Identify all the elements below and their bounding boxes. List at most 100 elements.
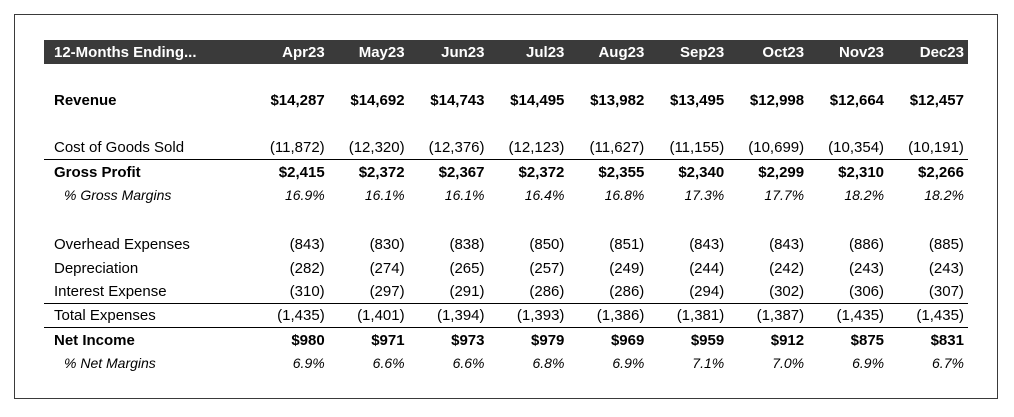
cell: (286) (609, 283, 645, 300)
cell: (1,435) (916, 307, 964, 324)
cell: $13,982 (590, 91, 645, 109)
cell: $14,287 (270, 91, 325, 109)
cell: 18.2% (924, 187, 964, 203)
row-label: Total Expenses (54, 307, 156, 324)
gross-profit-row: Gross Profit $2,415 $2,372 $2,367 $2,372… (44, 160, 968, 184)
cell: (1,394) (436, 307, 485, 324)
cell: $2,340 (678, 163, 725, 181)
cell: (11,872) (269, 139, 325, 156)
cell: 6.9% (852, 355, 885, 371)
cell: $875 (850, 331, 885, 349)
cell: $2,372 (358, 163, 405, 181)
cell: (12,320) (348, 139, 405, 156)
cell: (265) (449, 259, 485, 277)
cell: 16.1% (444, 187, 485, 203)
header-month: May23 (358, 43, 405, 61)
cell: 6.6% (372, 355, 405, 371)
cell: $969 (610, 331, 645, 349)
revenue-row: Revenue $14,287 $14,692 $14,743 $14,495 … (44, 88, 968, 112)
cell: 6.7% (932, 355, 964, 371)
row-label: % Gross Margins (64, 187, 172, 203)
header-month: Apr23 (282, 43, 325, 61)
cell: (243) (849, 259, 885, 277)
cell: $912 (770, 331, 805, 349)
header-month: Jul23 (526, 43, 565, 61)
overhead-row: Overhead Expenses (843) (830) (838) (850… (44, 232, 968, 256)
row-label: Interest Expense (54, 283, 167, 300)
cell: (306) (849, 283, 885, 300)
row-label: Depreciation (54, 259, 139, 277)
cell: (843) (689, 235, 725, 253)
header-month: Jun23 (441, 43, 485, 61)
cell: (307) (928, 283, 964, 300)
cell: 17.7% (764, 187, 805, 203)
header-month: Dec23 (919, 43, 964, 61)
cell: $14,692 (350, 91, 405, 109)
cell: $2,355 (598, 163, 645, 181)
cell: $12,664 (829, 91, 885, 109)
cell: 7.1% (692, 355, 725, 371)
cell: $971 (371, 331, 405, 349)
cell: 6.9% (612, 355, 645, 371)
cell: $831 (930, 331, 964, 349)
cell: (1,435) (836, 307, 885, 324)
cell: (1,386) (596, 307, 645, 324)
cell: $14,743 (430, 91, 485, 109)
cell: (1,393) (516, 307, 565, 324)
cell: (12,376) (428, 139, 485, 156)
interest-row: Interest Expense (310) (297) (291) (286)… (44, 280, 968, 304)
header-month: Aug23 (598, 43, 645, 61)
cell: (310) (289, 283, 325, 300)
cell: (10,699) (748, 139, 805, 156)
cell: (302) (769, 283, 805, 300)
cogs-row: Cost of Goods Sold (11,872) (12,320) (12… (44, 136, 968, 160)
row-label: Revenue (54, 91, 117, 109)
income-statement-table: 12-Months Ending... Apr23 May23 Jun23 Ju… (44, 40, 968, 374)
cell: (10,354) (828, 139, 885, 156)
cell: $979 (531, 331, 565, 349)
gross-margin-row: % Gross Margins 16.9% 16.1% 16.1% 16.4% … (44, 184, 968, 206)
cell: (885) (928, 235, 964, 253)
cell: (1,435) (277, 307, 325, 324)
cell: 16.4% (524, 187, 565, 203)
cell: (294) (689, 283, 725, 300)
header-month: Oct23 (762, 43, 805, 61)
cell: $2,299 (758, 163, 805, 181)
cell: (1,387) (756, 307, 805, 324)
cell: (850) (529, 235, 565, 253)
cell: $2,310 (838, 163, 885, 181)
header-month: Sep23 (680, 43, 725, 61)
row-label: % Net Margins (64, 355, 156, 371)
cell: $13,495 (669, 91, 725, 109)
row-label: Overhead Expenses (54, 235, 190, 253)
depreciation-row: Depreciation (282) (274) (265) (257) (24… (44, 256, 968, 280)
cell: $973 (451, 331, 485, 349)
cell: (274) (369, 259, 405, 277)
cell: 17.3% (684, 187, 725, 203)
cell: (257) (529, 259, 565, 277)
cell: (286) (529, 283, 565, 300)
table-frame (14, 14, 998, 399)
cell: $14,495 (510, 91, 565, 109)
cell: 6.6% (452, 355, 485, 371)
net-income-row: Net Income $980 $971 $973 $979 $969 $959… (44, 328, 968, 352)
cell: (830) (369, 235, 405, 253)
cell: (249) (609, 259, 645, 277)
cell: $2,266 (918, 163, 964, 181)
cell: (242) (769, 259, 805, 277)
cell: $12,457 (909, 91, 964, 109)
cell: (11,627) (589, 139, 645, 156)
cell: (291) (449, 283, 485, 300)
cell: (886) (849, 235, 885, 253)
cell: (843) (769, 235, 805, 253)
cell: (12,123) (508, 139, 565, 156)
cell: (843) (289, 235, 325, 253)
row-label: Gross Profit (54, 163, 141, 181)
cell: 18.2% (844, 187, 885, 203)
cell: 16.1% (364, 187, 405, 203)
cell: (243) (928, 259, 964, 277)
cell: (10,191) (908, 139, 964, 156)
cell: 6.9% (292, 355, 325, 371)
net-margin-row: % Net Margins 6.9% 6.6% 6.6% 6.8% 6.9% 7… (44, 352, 968, 374)
cell: 16.8% (604, 187, 645, 203)
